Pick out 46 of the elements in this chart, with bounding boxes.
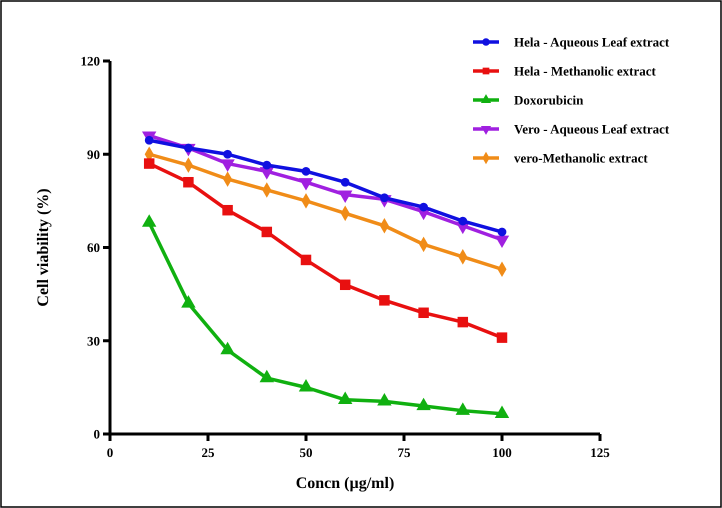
point [222,204,233,216]
x-tick-label: 100 [492,445,512,460]
legend-label: Doxorubicin [514,92,584,108]
point [300,254,312,266]
y-axis-title: Cell viability (%) [35,188,52,307]
point [262,226,272,238]
y-tick-label: 30 [87,333,100,348]
point [458,316,468,328]
legend-label: Vero - Aqueous Leaf extract [514,122,670,137]
point [262,160,272,170]
legend-label: Hela - Methanolic extract [514,64,657,79]
legend-label: vero-Methanolic extract [514,150,648,166]
point [340,178,350,187]
point [220,342,235,354]
point [220,159,235,172]
point [494,405,510,418]
point [418,308,429,318]
x-tick-label: 125 [590,445,610,460]
point [340,280,350,290]
point [416,398,431,410]
point [377,393,392,406]
point [223,150,232,159]
point [144,136,154,145]
point [144,158,154,169]
x-tick-label: 25 [202,445,215,460]
point [379,295,390,306]
y-tick-label: 120 [80,54,100,69]
y-tick-label: 90 [87,146,100,162]
y-tick-label: 0 [94,426,100,442]
x-axis-title: Concn (µg/ml) [296,475,394,492]
point [458,216,468,226]
point [338,391,352,404]
point [183,176,194,188]
point [419,202,428,212]
point [181,295,196,308]
point [260,370,274,382]
legend-label: Hela - Aqueous Leaf extract [514,34,670,50]
y-tick-label: 60 [87,240,100,256]
point [496,332,508,343]
point [498,228,506,236]
x-tick-label: 0 [106,445,114,460]
x-tick-label: 50 [300,445,312,460]
point [302,166,310,176]
point [298,379,314,392]
point [456,402,470,415]
x-tick-label: 75 [398,445,411,460]
